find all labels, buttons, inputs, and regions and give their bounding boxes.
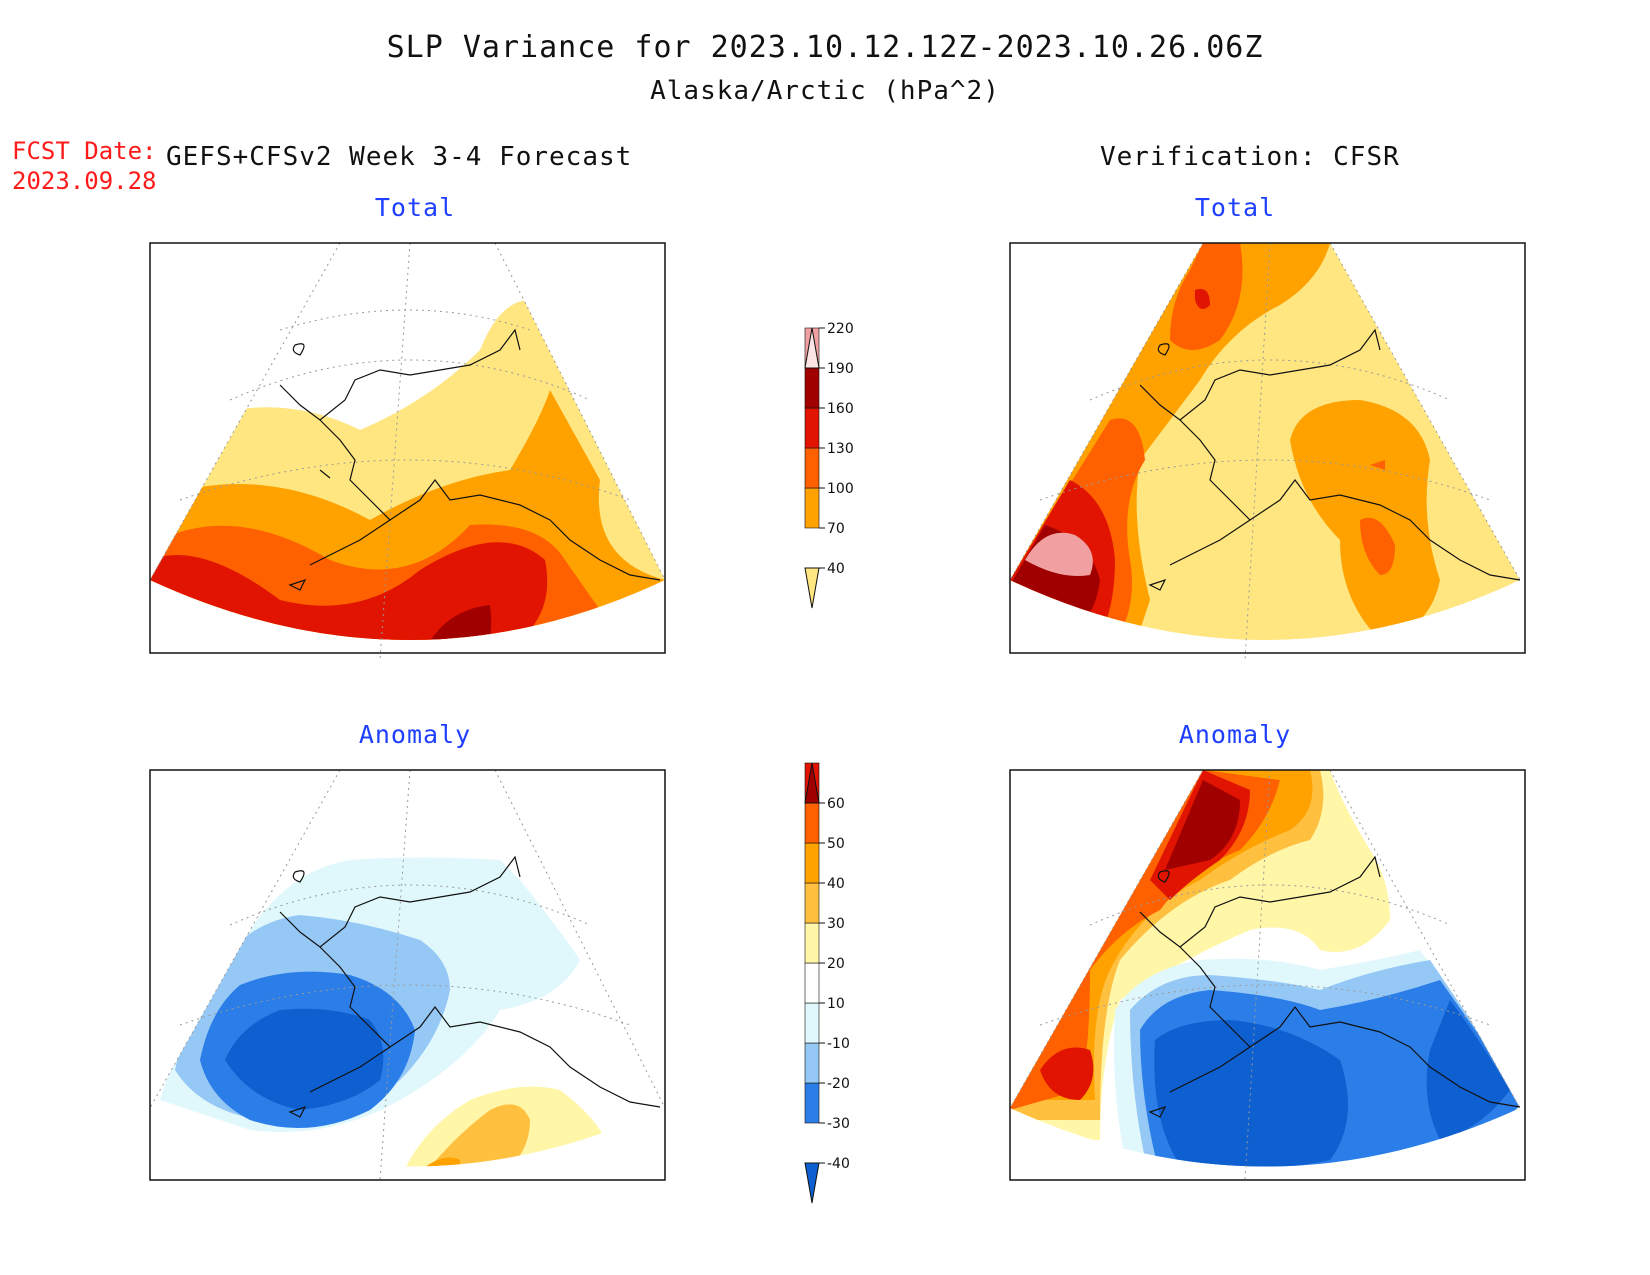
colorbar-total-segment [804, 407, 820, 449]
fcst-date-value: 2023.09.28 [12, 167, 157, 195]
panel-title-forecast-total: Total [374, 193, 456, 222]
panel-title-forecast-anomaly: Anomaly [358, 720, 472, 749]
shade-130-160-north [1195, 289, 1210, 309]
map-frame-verification-anomaly [1009, 769, 1526, 1181]
colorbar-anomaly-segment [804, 922, 820, 964]
colorbar-anomaly-tick-label: -20 [827, 1076, 850, 1092]
coastline-forecast-anomaly [279, 855, 661, 1118]
shade-below-neg40-east [1426, 1000, 1510, 1140]
colorbar-total-tick-label: 160 [827, 401, 854, 417]
map-forecast-total [149, 242, 666, 661]
forecast-heading: GEFS+CFSv2 Week 3-4 Forecast [166, 142, 633, 172]
shade-190-220 [1025, 532, 1093, 576]
colorbar-anomaly-tick-label: 30 [827, 916, 845, 932]
shade-above-60 [1165, 780, 1240, 870]
colorbar-total-tick-label: 130 [827, 441, 854, 457]
map-frame-forecast-total [149, 242, 666, 654]
colorbar-anomaly-upper-extension [804, 762, 820, 804]
colorbar-anomaly-tick-label: 40 [827, 876, 845, 892]
colorbar-anomaly-segment [804, 802, 820, 844]
colorbar-total-tick-label: 40 [827, 561, 845, 577]
colorbar-total-tick-label: 190 [827, 361, 854, 377]
colorbar-anomaly-segment [804, 882, 820, 924]
colorbar-anomaly-segment [804, 1082, 820, 1124]
colorbar-total-tick-label: 70 [827, 521, 845, 537]
shade-10-20 [1010, 770, 1390, 1140]
shade-40-50-spot [1040, 1047, 1094, 1100]
coastline-forecast-total [279, 328, 661, 591]
panel-title-verification-anomaly: Anomaly [1178, 720, 1292, 749]
map-frame-verification-total [1009, 242, 1526, 654]
shade-100-130-spot [1360, 517, 1395, 575]
figure-title: SLP Variance for 2023.10.12.12Z-2023.10.… [386, 30, 1264, 65]
colorbar-total-tick-label: 100 [827, 481, 854, 497]
coastline-verification-total [1139, 328, 1521, 591]
colorbar-total-tick-label: 220 [827, 321, 854, 337]
map-verification-total [1009, 242, 1526, 661]
colorbar-anomaly-segment [804, 842, 820, 884]
verification-heading: Verification: CFSR [1100, 142, 1400, 172]
colorbar-total: 40 70 100 130 160 190 220 [804, 321, 854, 609]
colorbar-anomaly-segment [804, 962, 820, 1004]
colorbar-anomaly: -40 -30 -20 -10 10 20 30 40 50 60 [804, 762, 850, 1204]
map-frame-forecast-anomaly [149, 769, 666, 1181]
map-verification-anomaly [1009, 769, 1526, 1181]
colorbar-anomaly-lower-extension [804, 1162, 820, 1204]
colorbar-anomaly-tick-label: 50 [827, 836, 845, 852]
colorbar-total-lower-extension [804, 567, 820, 609]
colorbar-total-upper-extension [804, 327, 820, 369]
coastline-verification-anomaly [1139, 855, 1521, 1118]
colorbar-anomaly-segment [804, 1042, 820, 1084]
colorbar-anomaly-tick-label: -40 [827, 1156, 850, 1172]
figure-subtitle: Alaska/Arctic (hPa^2) [650, 76, 1000, 106]
colorbar-anomaly-segment [804, 1002, 820, 1044]
colorbar-total-segment [804, 487, 820, 529]
colorbar-anomaly-tick-label: -10 [827, 1036, 850, 1052]
shade-160-190 [425, 605, 492, 640]
colorbar-anomaly-tick-label: 10 [827, 996, 845, 1012]
colorbar-anomaly-tick-label: -30 [827, 1116, 850, 1132]
shade-below-neg40 [1154, 1020, 1348, 1167]
colorbar-anomaly-tick-label: 20 [827, 956, 845, 972]
map-forecast-anomaly [149, 769, 666, 1181]
colorbar-total-segment [804, 447, 820, 489]
panel-title-verification-total: Total [1194, 193, 1276, 222]
shade-30-40 [410, 1157, 460, 1167]
shade-below-neg40 [225, 1008, 384, 1110]
colorbar-total-segment [804, 367, 820, 409]
colorbar-anomaly-tick-label: 60 [827, 796, 845, 812]
fcst-date-label: FCST Date: [12, 137, 157, 165]
